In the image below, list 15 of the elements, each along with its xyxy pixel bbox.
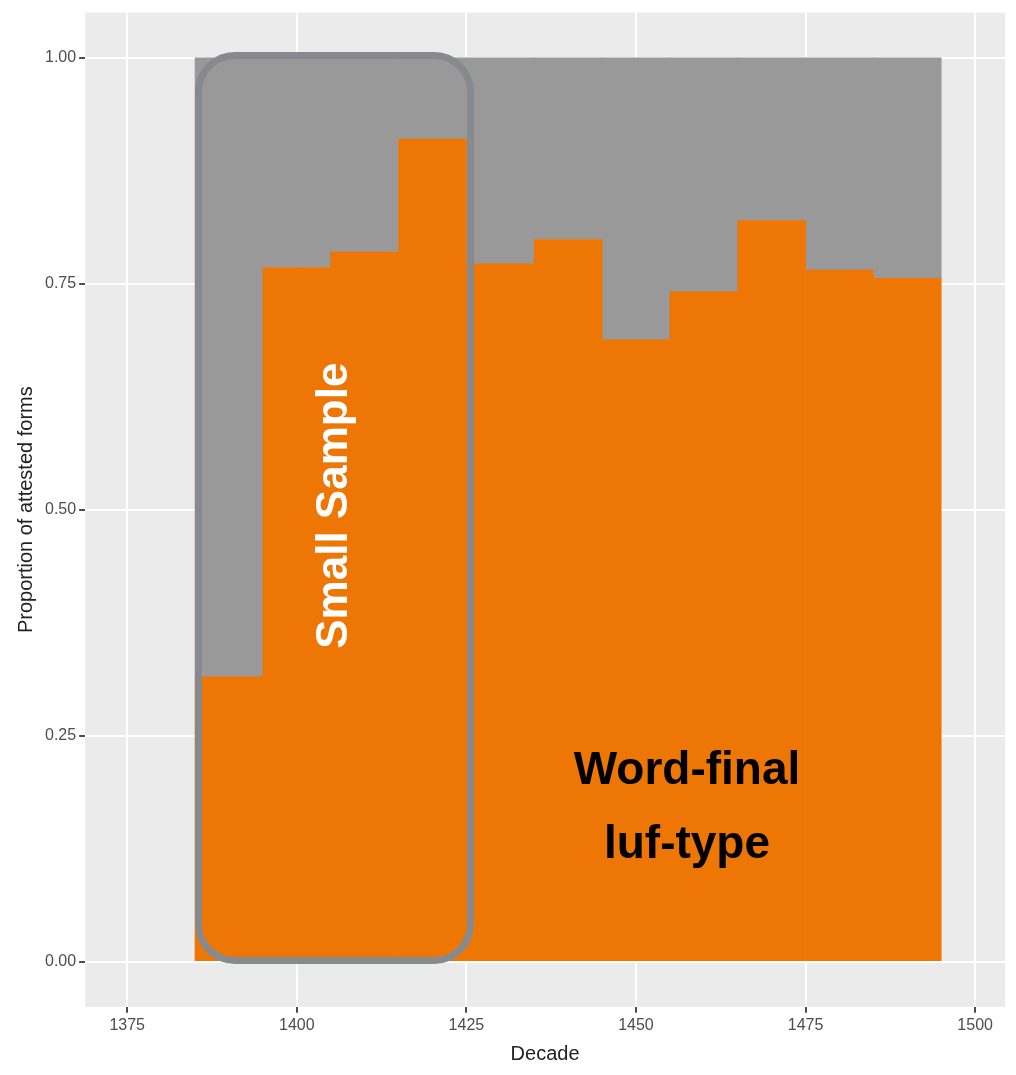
x-tick-label: 1475 [787,1015,824,1033]
y-tick-label: 1.00 [45,48,77,66]
x-axis-title: Decade [510,1041,580,1064]
x-tick-label: 1500 [957,1015,994,1033]
x-tick-label: 1375 [109,1015,146,1033]
x-tick-label: 1425 [448,1015,485,1033]
annotation: Small Sample [306,362,356,649]
y-tick-label: 0.75 [45,274,77,292]
y-tick-label: 0.25 [45,726,77,744]
x-tick-label: 1450 [618,1015,654,1033]
x-tick-label: 1400 [278,1015,315,1033]
y-tick-label: 0.00 [45,952,77,970]
y-tick-label: 0.50 [45,500,77,518]
y-axis-title: Proportion of attested forms [13,386,36,634]
annotation: Word-final luf-type [573,741,801,868]
